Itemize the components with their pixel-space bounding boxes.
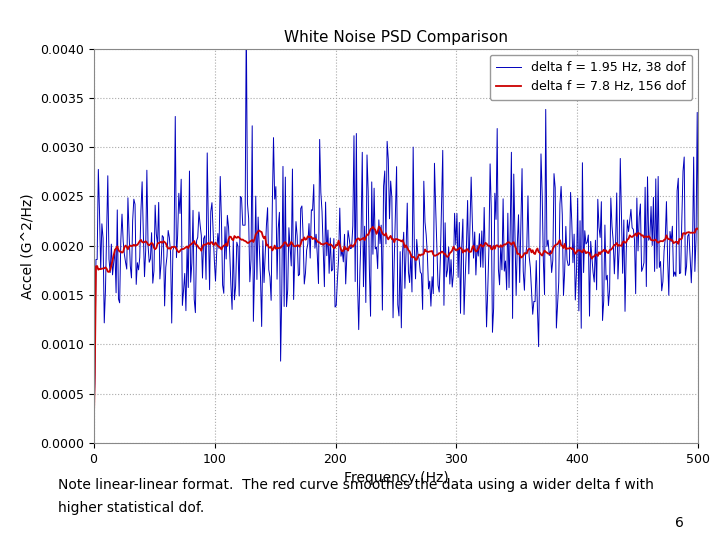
Text: 6: 6 (675, 516, 684, 530)
delta f = 7.8 Hz, 156 dof (585, 249, 594, 256)
delta f = 7.8 Hz, 156 dof (89, 431, 98, 438)
delta f = 1.95 Hz, 38 dof (101, 288, 109, 294)
delta f = 1.95 Hz, 38 dof (630, 237, 639, 243)
X-axis label: Frequency (Hz): Frequency (Hz) (343, 471, 449, 485)
delta f = 1.95 Hz, 38 dof (585, 313, 594, 319)
delta f = 7.8 Hz, 156 dof (694, 226, 703, 233)
delta f = 7.8 Hz, 156 dof (356, 237, 364, 244)
Text: higher statistical dof.: higher statistical dof. (58, 501, 204, 515)
Line: delta f = 1.95 Hz, 38 dof: delta f = 1.95 Hz, 38 dof (94, 20, 698, 435)
delta f = 1.95 Hz, 38 dof (176, 210, 184, 217)
Title: White Noise PSD Comparison: White Noise PSD Comparison (284, 30, 508, 45)
Y-axis label: Accel (G^2/Hz): Accel (G^2/Hz) (20, 193, 35, 299)
Legend: delta f = 1.95 Hz, 38 dof, delta f = 7.8 Hz, 156 dof: delta f = 1.95 Hz, 38 dof, delta f = 7.8… (490, 55, 692, 99)
delta f = 1.95 Hz, 38 dof (242, 17, 251, 23)
Line: delta f = 7.8 Hz, 156 dof: delta f = 7.8 Hz, 156 dof (94, 227, 698, 435)
delta f = 1.95 Hz, 38 dof (89, 431, 98, 438)
delta f = 7.8 Hz, 156 dof (630, 232, 639, 238)
Text: Note linear-linear format.  The red curve smoothes the data using a wider delta : Note linear-linear format. The red curve… (58, 478, 654, 492)
delta f = 7.8 Hz, 156 dof (374, 224, 383, 230)
delta f = 1.95 Hz, 38 dof (694, 269, 703, 275)
delta f = 1.95 Hz, 38 dof (357, 230, 366, 237)
delta f = 7.8 Hz, 156 dof (290, 243, 299, 249)
delta f = 7.8 Hz, 156 dof (176, 248, 184, 254)
delta f = 1.95 Hz, 38 dof (292, 218, 300, 225)
delta f = 7.8 Hz, 156 dof (101, 264, 109, 271)
